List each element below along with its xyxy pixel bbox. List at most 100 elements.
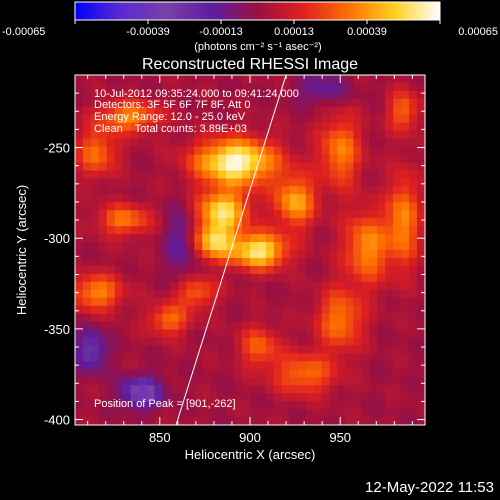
heatmap-cell bbox=[106, 186, 116, 195]
heatmap-cell bbox=[313, 281, 323, 291]
heatmap-cell bbox=[186, 75, 195, 84]
heatmap-cell bbox=[289, 154, 299, 164]
heatmap-cell bbox=[369, 162, 378, 172]
heatmap-cell bbox=[122, 337, 132, 347]
heatmap-cell bbox=[369, 385, 378, 394]
heatmap-cell bbox=[202, 321, 211, 331]
heatmap-cell bbox=[210, 385, 219, 394]
heatmap-cell bbox=[122, 297, 132, 307]
heatmap-cell bbox=[289, 186, 299, 195]
heatmap-cell bbox=[353, 313, 362, 323]
heatmap-cell bbox=[273, 146, 283, 156]
heatmap-cell bbox=[385, 122, 394, 132]
heatmap-cell bbox=[210, 75, 219, 84]
heatmap-cell bbox=[265, 75, 275, 84]
heatmap-cell bbox=[218, 265, 227, 275]
heatmap-cell bbox=[194, 313, 203, 323]
heatmap-cell bbox=[154, 218, 164, 227]
heatmap-cell bbox=[138, 329, 148, 339]
heatmap-cell bbox=[337, 186, 347, 195]
heatmap-cell bbox=[75, 90, 84, 100]
heatmap-cell bbox=[409, 313, 418, 323]
heatmap-cell bbox=[321, 281, 331, 291]
heatmap-cell bbox=[202, 194, 211, 203]
heatmap-cell bbox=[385, 130, 394, 140]
heatmap-cell bbox=[106, 289, 116, 299]
heatmap-cell bbox=[250, 162, 259, 172]
heatmap-cell bbox=[305, 202, 315, 211]
heatmap-cell bbox=[170, 210, 179, 219]
heatmap-cell bbox=[82, 98, 92, 108]
heatmap-cell bbox=[297, 305, 307, 315]
heatmap-cell bbox=[289, 106, 299, 116]
heatmap-cell bbox=[90, 226, 100, 235]
heatmap-cell bbox=[122, 162, 132, 172]
heatmap-cell bbox=[75, 82, 84, 92]
heatmap-cell bbox=[202, 162, 211, 172]
heatmap-cell bbox=[321, 122, 331, 132]
heatmap-cell bbox=[218, 146, 227, 156]
heatmap-cell bbox=[154, 250, 164, 259]
heatmap-cell bbox=[257, 242, 267, 251]
heatmap-cell bbox=[393, 329, 402, 339]
heatmap-cell bbox=[377, 289, 386, 299]
heatmap-cell bbox=[178, 138, 187, 148]
heatmap-cell bbox=[377, 265, 386, 275]
heatmap-cell bbox=[289, 417, 299, 425]
heatmap-cell bbox=[178, 250, 187, 259]
heatmap-cell bbox=[226, 377, 235, 386]
heatmap-cell bbox=[234, 281, 243, 291]
heatmap-cell bbox=[250, 75, 259, 84]
heatmap-cell bbox=[82, 329, 92, 339]
heatmap-cell bbox=[114, 401, 124, 410]
heatmap-cell bbox=[377, 98, 386, 108]
heatmap-cell bbox=[170, 409, 179, 418]
heatmap-cell bbox=[114, 385, 124, 394]
heatmap-cell bbox=[194, 186, 203, 195]
heatmap-cell bbox=[226, 305, 235, 315]
heatmap-cell bbox=[218, 90, 227, 100]
heatmap-cell bbox=[281, 369, 291, 378]
heatmap-cell bbox=[210, 98, 219, 108]
colorbar-ticks: -0.00065 -0.00039 -0.00013 0.00013 0.00039 0.… bbox=[2, 20, 498, 38]
heatmap-cell bbox=[393, 385, 402, 394]
heatmap-cell bbox=[281, 210, 291, 219]
heatmap-cell bbox=[417, 98, 425, 108]
heatmap-cell bbox=[98, 178, 108, 187]
heatmap-cell bbox=[226, 353, 235, 362]
heatmap-cell bbox=[345, 409, 354, 418]
heatmap-cell bbox=[202, 82, 211, 92]
heatmap-cell bbox=[385, 186, 394, 195]
heatmap-cell bbox=[178, 162, 187, 172]
heatmap-cell bbox=[305, 401, 315, 410]
heatmap-cell bbox=[178, 369, 187, 378]
heatmap-cell bbox=[170, 273, 179, 283]
heatmap-cell bbox=[234, 138, 243, 148]
heatmap-cell bbox=[257, 210, 267, 219]
heatmap-cell bbox=[130, 329, 140, 339]
heatmap-cell bbox=[162, 393, 172, 402]
heatmap-cell bbox=[313, 162, 323, 172]
heatmap-cell bbox=[122, 106, 132, 116]
heatmap-cell bbox=[289, 202, 299, 211]
heatmap-cell bbox=[82, 122, 92, 132]
heatmap-cell bbox=[353, 409, 362, 418]
heatmap-cell bbox=[146, 401, 156, 410]
heatmap-cell bbox=[130, 377, 140, 386]
heatmap-cell bbox=[138, 281, 148, 291]
heatmap-cell bbox=[82, 281, 92, 291]
heatmap-cell bbox=[210, 265, 219, 275]
heatmap-cell bbox=[385, 170, 394, 179]
heatmap-cell bbox=[289, 257, 299, 267]
heatmap-cell bbox=[377, 393, 386, 402]
heatmap-cell bbox=[337, 281, 347, 291]
heatmap-cell bbox=[106, 337, 116, 347]
heatmap-cell bbox=[234, 369, 243, 378]
heatmap-cell bbox=[75, 361, 84, 370]
heatmap-cell bbox=[186, 218, 195, 227]
heatmap-cell bbox=[265, 114, 275, 124]
heatmap-cell bbox=[202, 186, 211, 195]
heatmap-cell bbox=[369, 417, 378, 425]
heatmap-cell bbox=[218, 361, 227, 370]
heatmap-cell bbox=[409, 329, 418, 339]
